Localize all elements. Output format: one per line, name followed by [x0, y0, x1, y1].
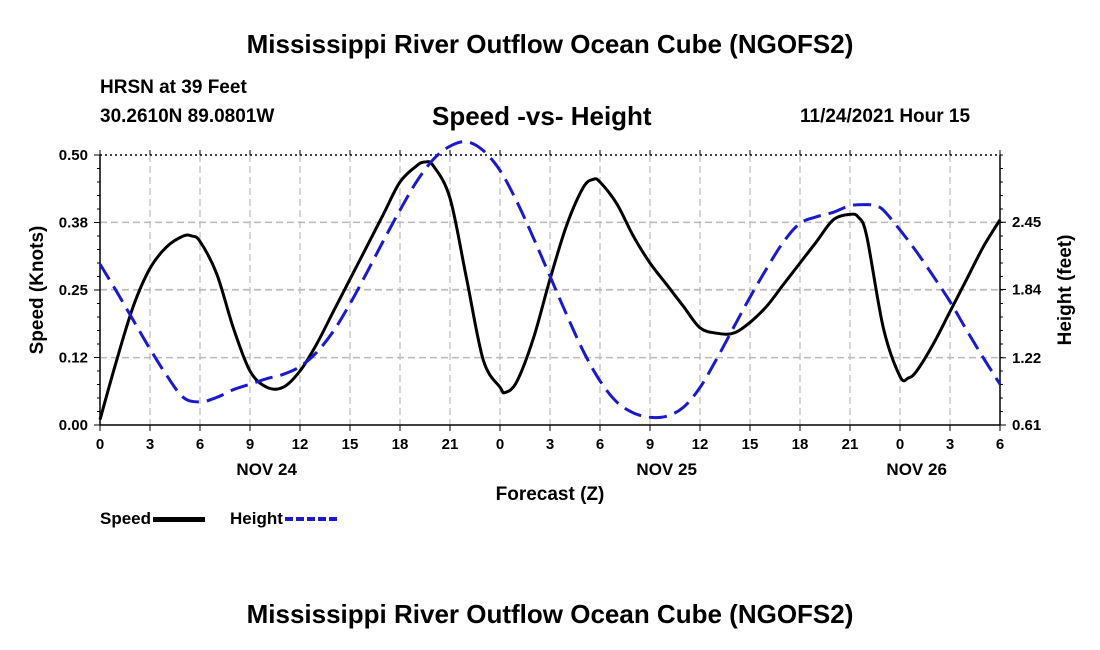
- y-left-tick-label: 0.50: [59, 147, 88, 164]
- legend-height-swatch: [284, 517, 337, 521]
- y-left-tick-label: 0.25: [59, 282, 88, 299]
- legend-speed: Speed: [100, 509, 206, 529]
- y-right-tick-label: 2.45: [1012, 214, 1041, 231]
- y-left-tick-label: 0.00: [59, 417, 88, 434]
- x-tick-label: 15: [342, 436, 359, 453]
- x-tick-label: 6: [196, 436, 204, 453]
- day-label: NOV 25: [636, 460, 696, 479]
- station-label: HRSN at 39 Feet: [100, 77, 247, 98]
- y-right-tick-label: 1.22: [1012, 350, 1041, 367]
- x-tick-label: 3: [146, 436, 154, 453]
- x-axis-label: Forecast (Z): [496, 484, 605, 505]
- chart-title: Mississippi River Outflow Ocean Cube (NG…: [246, 29, 854, 59]
- x-tick-label: 21: [442, 436, 459, 453]
- y-left-tick-label: 0.38: [59, 215, 88, 232]
- x-tick-label: 21: [842, 436, 859, 453]
- x-tick-label: 3: [946, 436, 954, 453]
- legend-speed-swatch: [153, 516, 206, 522]
- x-tick-label: 15: [742, 436, 759, 453]
- x-tick-label: 18: [792, 436, 809, 453]
- y-right-axis-label: Height (feet): [1055, 235, 1076, 346]
- legend-speed-label: Speed: [100, 509, 152, 528]
- x-tick-label: 0: [896, 436, 904, 453]
- x-tick-label: 3: [546, 436, 554, 453]
- x-tick-label: 12: [692, 436, 709, 453]
- x-tick-label: 12: [292, 436, 309, 453]
- y-left-tick-label: 0.12: [59, 350, 88, 367]
- height-series-line: [98, 140, 1002, 420]
- x-tick-label: 9: [646, 436, 654, 453]
- x-tick-label: 0: [96, 436, 104, 453]
- day-label: NOV 24: [236, 460, 297, 479]
- x-tick-label: 18: [392, 436, 409, 453]
- chart-subtitle: Speed -vs- Height: [432, 101, 652, 131]
- y-right-tick-label: 1.84: [1012, 281, 1042, 298]
- y-right-tick-label: 0.61: [1012, 417, 1041, 434]
- x-tick-label: 6: [996, 436, 1004, 453]
- day-label: NOV 26: [886, 460, 946, 479]
- x-tick-label: 6: [596, 436, 604, 453]
- y-left-axis-label: Speed (Knots): [27, 226, 48, 355]
- legend-height-label: Height: [230, 509, 283, 528]
- x-tick-label: 0: [496, 436, 504, 453]
- footer-title: Mississippi River Outflow Ocean Cube (NG…: [246, 599, 854, 629]
- legend-height: Height: [230, 509, 337, 529]
- x-tick-label: 9: [246, 436, 254, 453]
- station-coordinates: 30.2610N 89.0801W: [100, 106, 275, 127]
- forecast-datetime: 11/24/2021 Hour 15: [800, 106, 971, 127]
